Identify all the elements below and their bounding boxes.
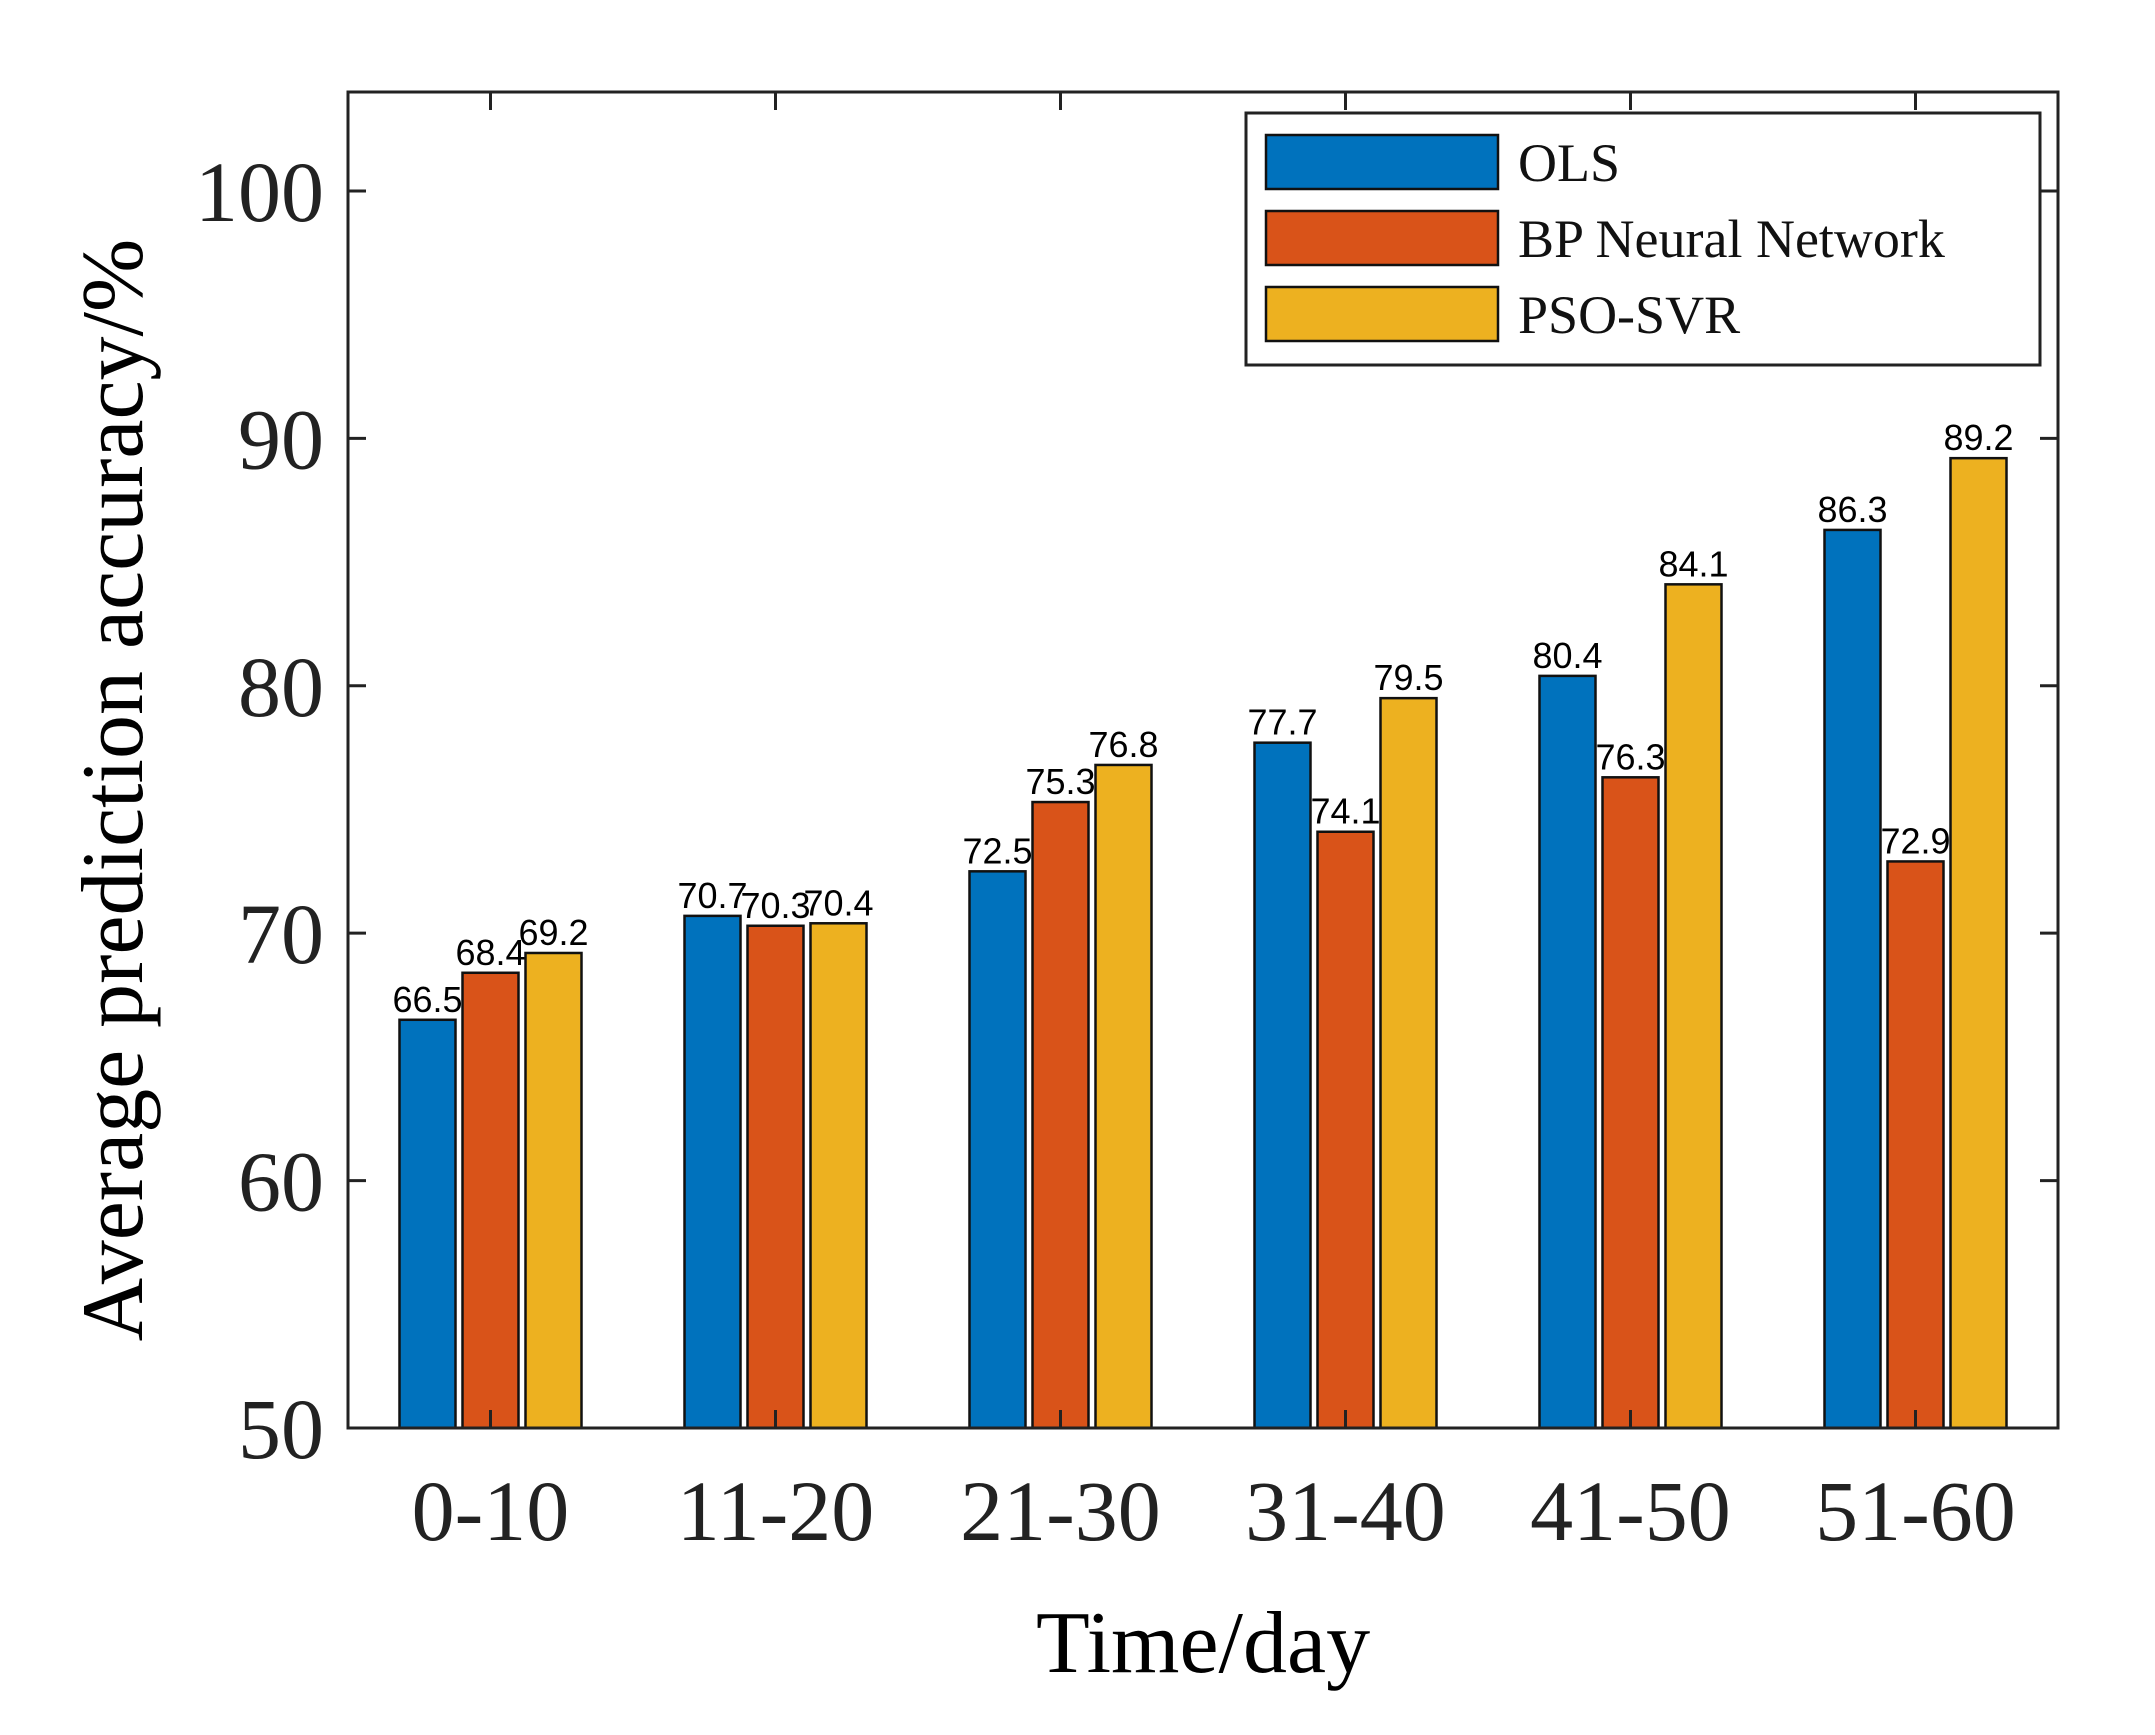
bar-bp-neural-network-0-10 <box>461 971 520 1430</box>
bar-pso-svr-11-20 <box>809 922 868 1430</box>
bar-bp-neural-network-31-40 <box>1316 830 1375 1430</box>
bar-ols-51-60 <box>1823 528 1882 1430</box>
bar-bp-neural-network-11-20 <box>746 924 805 1430</box>
plot-frame <box>346 90 2060 1430</box>
data-label: 84.1 <box>1658 543 1728 584</box>
bar-ols-31-40 <box>1253 741 1312 1430</box>
bar-ols-41-50 <box>1538 674 1597 1430</box>
data-label: 75.3 <box>1025 761 1095 802</box>
bar-ols-11-20 <box>683 914 742 1430</box>
data-label: 74.1 <box>1310 791 1380 832</box>
y-tick-label: 50 <box>238 1381 324 1477</box>
bar-pso-svr-51-60 <box>1949 456 2008 1430</box>
bar-bp-neural-network-21-30 <box>1031 800 1090 1430</box>
x-tick-label: 11-20 <box>677 1463 874 1559</box>
legend-swatch <box>1264 209 1500 267</box>
data-label: 66.5 <box>392 979 462 1020</box>
x-tick-label: 51-60 <box>1815 1463 2016 1559</box>
data-label: 86.3 <box>1817 489 1887 530</box>
bar-ols-0-10 <box>398 1018 457 1430</box>
y-tick-label: 60 <box>238 1134 324 1230</box>
bar-bp-neural-network-41-50 <box>1601 776 1660 1430</box>
y-tick-label: 90 <box>238 391 324 487</box>
data-label: 69.2 <box>518 912 588 953</box>
data-labels-layer: 66.5 70.7 72.5 77.7 80.4 86.3 68.4 70.3 75.3 74.1… <box>392 417 2013 1020</box>
data-label: 77.7 <box>1247 702 1317 743</box>
legend: OLS BP Neural Network PSO-SVR <box>1244 111 2042 367</box>
data-label: 70.4 <box>803 882 873 923</box>
y-tick-label: 100 <box>195 144 324 240</box>
bar-pso-svr-41-50 <box>1664 583 1723 1430</box>
data-label: 89.2 <box>1943 417 2013 458</box>
bar-ols-21-30 <box>968 870 1027 1430</box>
legend-label: OLS <box>1518 133 1620 193</box>
legend-swatch <box>1264 133 1500 191</box>
legend-label: BP Neural Network <box>1518 209 1945 269</box>
data-label: 76.8 <box>1088 724 1158 765</box>
y-tick-label: 80 <box>238 639 324 735</box>
x-tick-label: 31-40 <box>1245 1463 1446 1559</box>
x-tick-label: 41-50 <box>1530 1463 1731 1559</box>
x-axis-title: Time/day <box>1036 1595 1370 1692</box>
legend-swatch <box>1264 285 1500 343</box>
data-label: 70.3 <box>740 885 810 926</box>
bar-pso-svr-31-40 <box>1379 696 1438 1430</box>
data-label: 76.3 <box>1595 736 1665 777</box>
y-tick-label: 70 <box>238 886 324 982</box>
axes-layer: 50 60 70 80 90 100 0-10 11-20 21-30 31-40 41-50 51-… <box>195 90 2060 1559</box>
data-label: 72.9 <box>1880 820 1950 861</box>
y-axis-title: Average prediction accuracy/% <box>65 239 162 1342</box>
x-tick-label: 21-30 <box>960 1463 1161 1559</box>
data-label: 79.5 <box>1373 657 1443 698</box>
x-tick-label: 0-10 <box>412 1463 570 1559</box>
legend-label: PSO-SVR <box>1518 285 1740 345</box>
bar-bp-neural-network-51-60 <box>1886 860 1945 1430</box>
data-label: 68.4 <box>455 932 525 973</box>
data-label: 70.7 <box>677 875 747 916</box>
data-label: 80.4 <box>1532 635 1602 676</box>
bars-layer <box>398 456 2008 1430</box>
bar-pso-svr-21-30 <box>1094 763 1153 1430</box>
data-label: 72.5 <box>962 830 1032 871</box>
bar-pso-svr-0-10 <box>524 951 583 1430</box>
